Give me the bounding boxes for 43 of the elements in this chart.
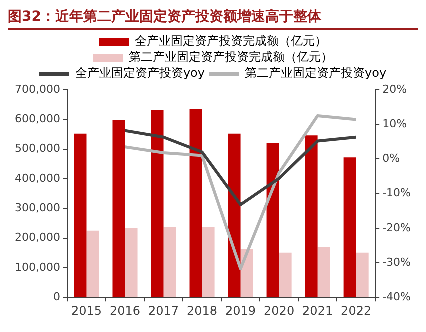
x-tick-label: 2022 <box>341 304 372 318</box>
y2-tick-label: -10% <box>382 186 412 200</box>
y-tick-label: 500,000 <box>14 142 60 156</box>
bar <box>190 108 202 298</box>
x-tick-label: 2018 <box>187 304 218 318</box>
legend-label: 第二产业固定资产投资yoy <box>245 66 387 80</box>
y2-tick-label: 20% <box>382 82 408 96</box>
x-tick-label: 2017 <box>148 304 180 318</box>
bar <box>318 247 330 298</box>
y2-tick-label: 10% <box>382 117 408 130</box>
x-tick-label: 2020 <box>264 304 295 318</box>
y2-tick-label: -30% <box>382 256 412 269</box>
bar <box>228 134 241 298</box>
bar <box>279 252 292 298</box>
y-tick-label: 400,000 <box>14 172 60 185</box>
bar <box>202 227 215 298</box>
x-tick-label: 2016 <box>110 304 141 318</box>
chart-title: 图32：近年第二产业固定资产投资额增速高于整体 <box>8 8 418 30</box>
legend-label: 全产业固定资产投资完成额（亿元） <box>135 34 327 48</box>
y-tick-label: 300,000 <box>14 201 60 214</box>
y-tick-label: 200,000 <box>14 231 60 244</box>
bar <box>164 227 176 298</box>
bar <box>344 158 356 298</box>
legend-label: 第二产业固定资产投资完成额（亿元） <box>129 50 333 64</box>
y-tick-label: 0 <box>53 290 60 304</box>
x-tick-label: 2015 <box>71 304 102 318</box>
y-tick-label: 600,000 <box>14 112 60 126</box>
bar <box>266 143 280 298</box>
bar <box>305 136 318 298</box>
bar <box>86 230 100 298</box>
bar <box>356 252 369 298</box>
bar <box>74 134 87 298</box>
y2-tick-label: -40% <box>382 290 412 304</box>
legend-label: 全产业固定资产投资yoy <box>75 66 205 80</box>
y2-tick-label: 0% <box>382 152 400 166</box>
bar <box>125 228 138 298</box>
y-tick-label: 100,000 <box>14 260 60 274</box>
bar <box>151 110 164 298</box>
x-tick-label: 2019 <box>226 304 256 318</box>
x-tick-label: 2021 <box>302 304 334 318</box>
y-tick-label: 700,000 <box>14 82 60 96</box>
y2-tick-label: -20% <box>382 221 412 234</box>
bar <box>112 120 126 298</box>
